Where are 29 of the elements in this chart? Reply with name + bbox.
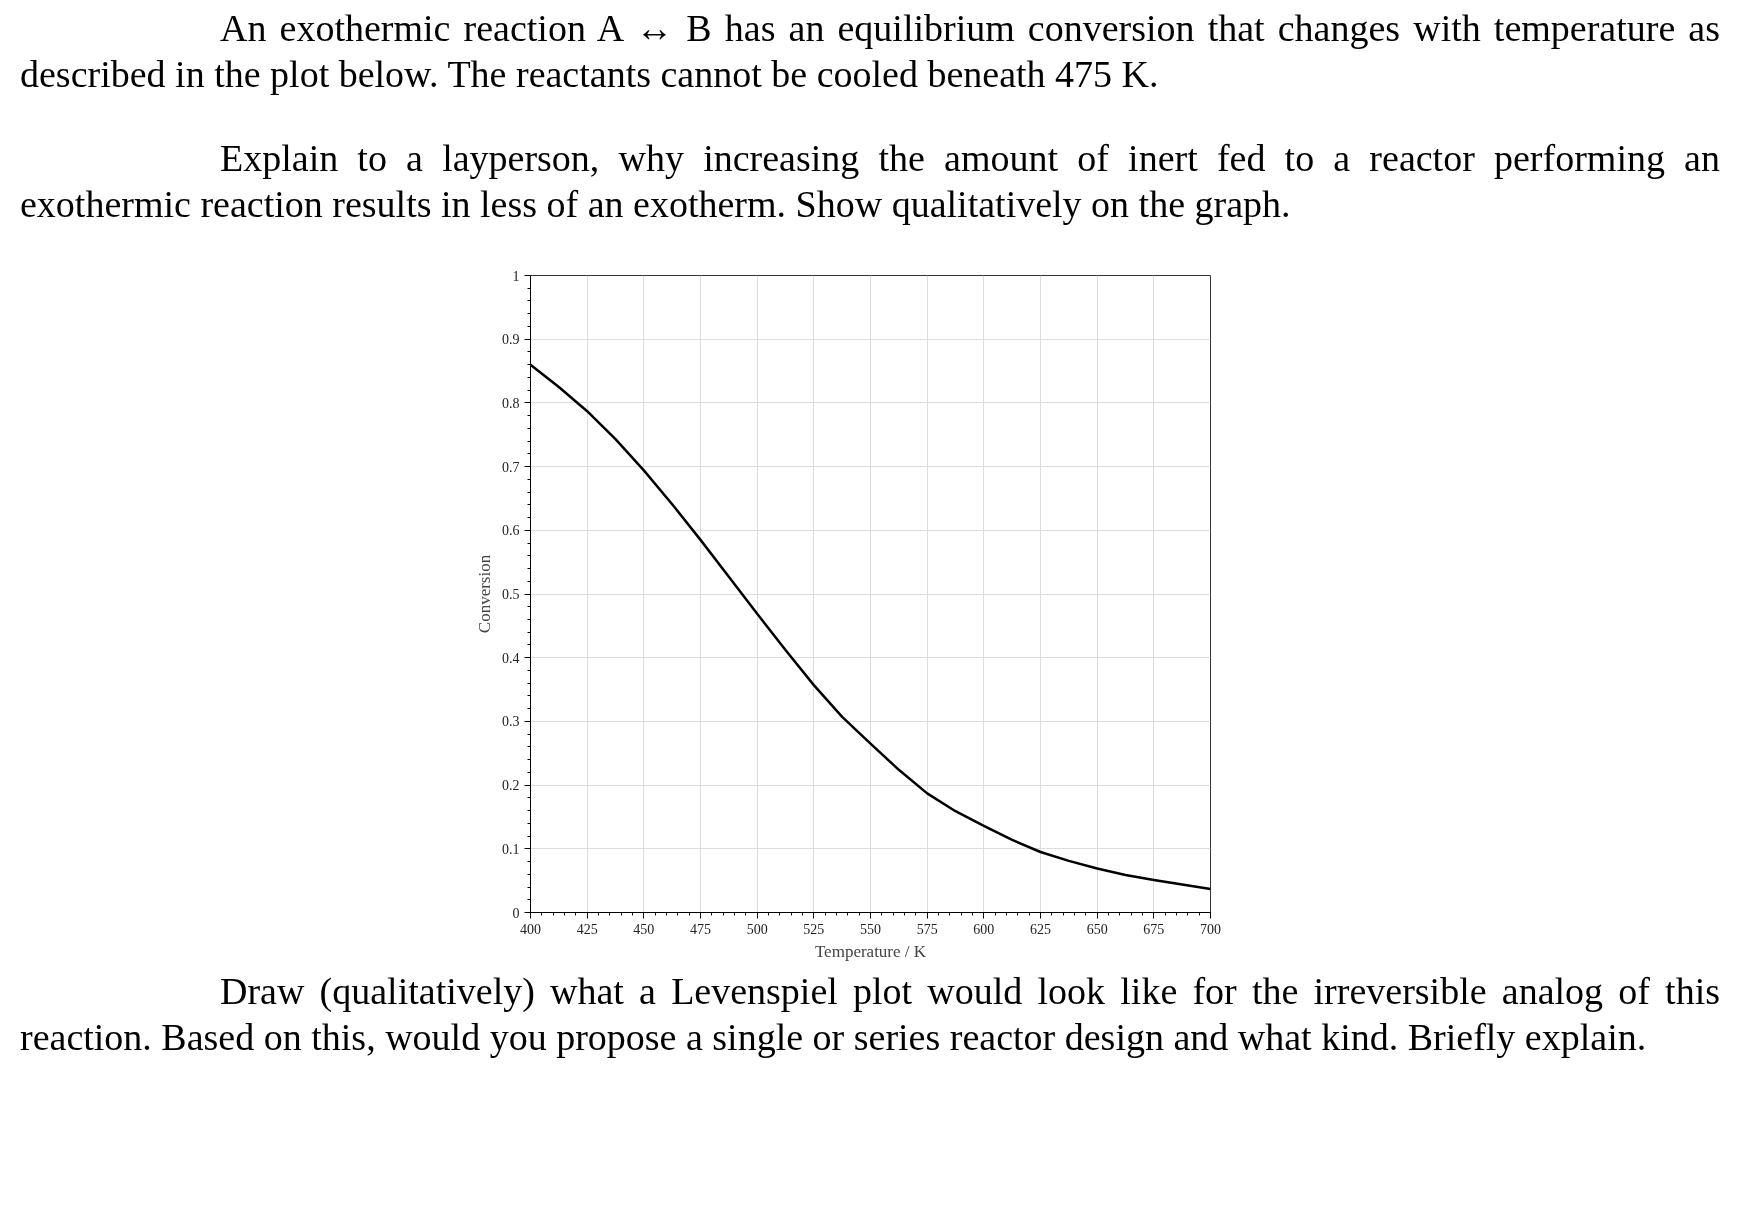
y-tick-label: 0 <box>512 905 520 921</box>
x-tick-label: 575 <box>916 921 938 937</box>
x-tick-label: 700 <box>1200 921 1221 937</box>
x-tick-label: 525 <box>803 921 825 937</box>
text: Draw (qualitatively) what a Levenspiel plot would look like for the irreversible analog of this reaction. Based on this, would you propose a single or series reactor design and what kind. Briefly explain. <box>20 969 1720 1060</box>
y-tick-label: 0.8 <box>502 395 520 411</box>
y-tick-label: 0.5 <box>502 587 520 602</box>
text: Explain to a layperson, why increasing the amount of inert fed to a reactor performing an exothermic reaction results in less of an exotherm. Show qualitatively on the graph. <box>20 136 1720 227</box>
x-tick-label: 625 <box>1030 921 1051 937</box>
x-axis-title: Temperature / K <box>814 941 927 961</box>
x-tick-label: 450 <box>633 921 655 937</box>
y-tick-label: 0.7 <box>502 459 520 475</box>
x-tick-label: 425 <box>576 921 598 937</box>
x-tick-label: 600 <box>973 921 995 937</box>
y-tick-label: 0.1 <box>502 841 520 857</box>
y-axis-title: Conversion <box>475 554 494 634</box>
y-tick-label: 0.9 <box>502 332 520 348</box>
y-tick-label: 0.2 <box>502 778 520 794</box>
y-tick-label: 0.6 <box>502 523 520 539</box>
text: An exothermic reaction A ↔ B has an equilibrium conversion that changes with temperature as described in the plot below. The reactants cannot be cooled beneath 475 K. <box>20 6 1720 97</box>
x-tick-label: 550 <box>860 921 881 937</box>
x-tick-label: 500 <box>746 921 768 937</box>
x-tick-label: 400 <box>520 921 541 937</box>
x-tick-label: 675 <box>1143 921 1165 937</box>
x-tick-label: 650 <box>1086 921 1108 937</box>
y-tick-label: 0.3 <box>502 714 520 730</box>
y-tick-label: 1 <box>512 268 520 284</box>
y-tick-label: 0.4 <box>502 650 520 666</box>
x-tick-label: 475 <box>690 921 711 937</box>
